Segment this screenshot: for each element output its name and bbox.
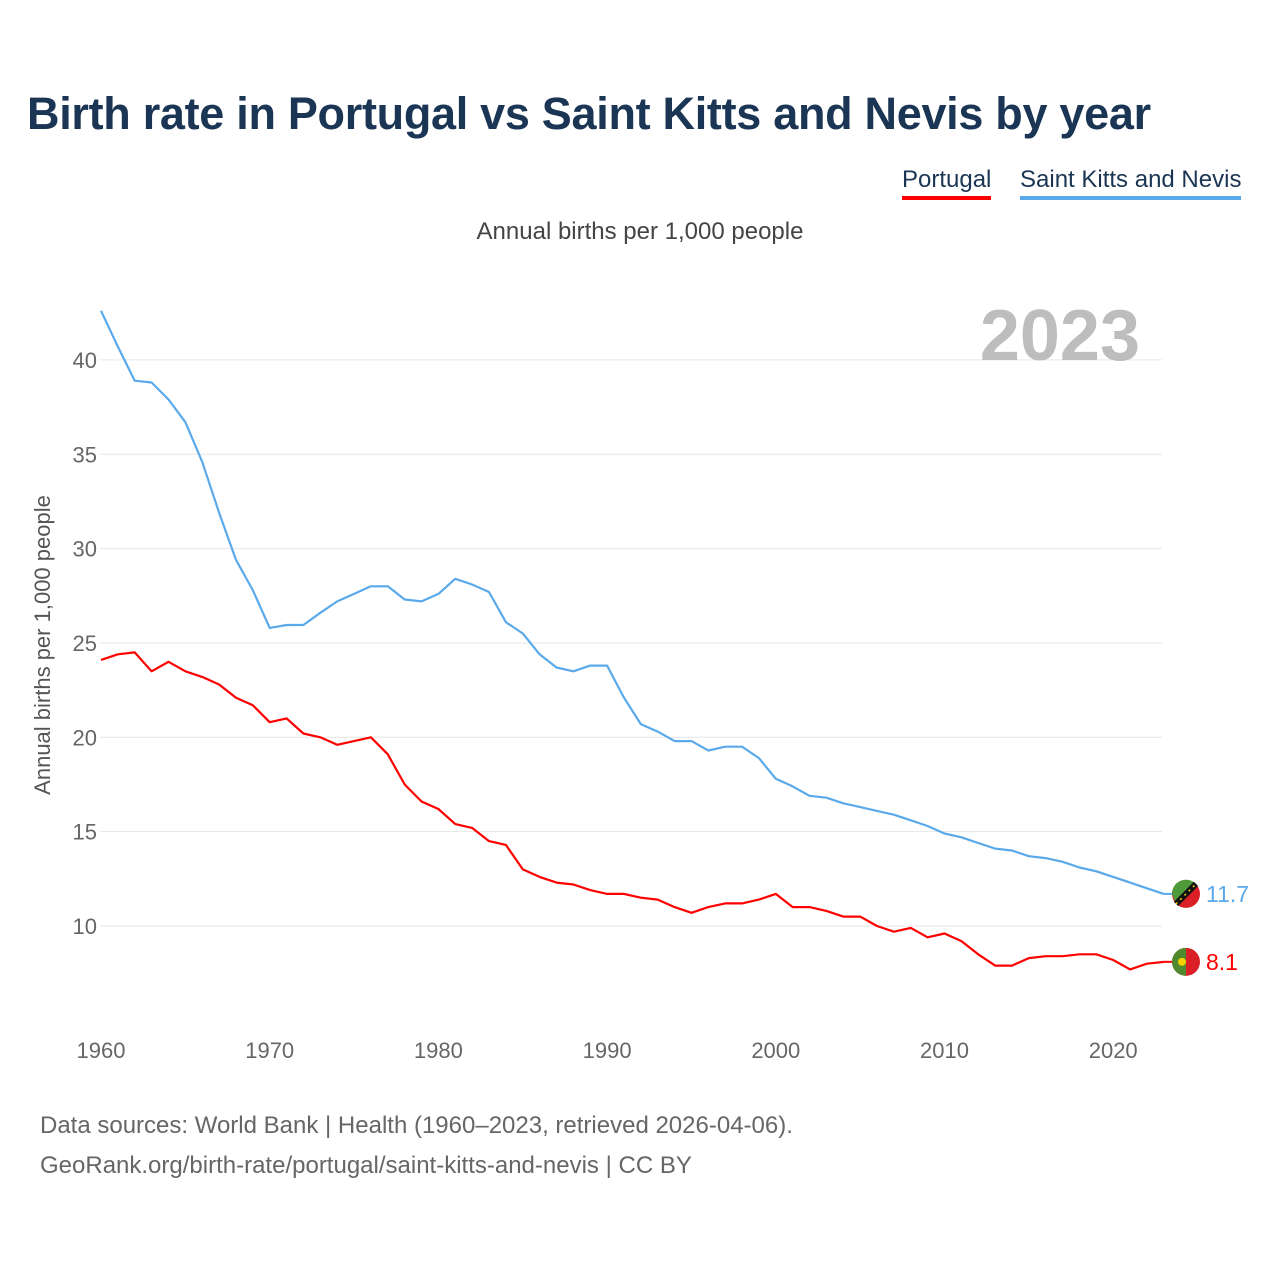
legend-item-portugal[interactable]: Portugal: [902, 166, 992, 200]
y-tick-label: 40: [73, 348, 97, 373]
x-tick-label: 1960: [77, 1038, 126, 1063]
y-tick-label: 20: [73, 725, 97, 750]
year-watermark: 2023: [980, 296, 1140, 376]
series-line-portugal: [100, 651, 1164, 971]
series-line-saint-kitts-and-nevis: [100, 310, 1165, 895]
end-value-label-saint-kitts-and-nevis: 11.7: [1206, 881, 1249, 907]
x-tick-label: 1980: [414, 1038, 463, 1063]
y-tick-label: 30: [73, 537, 97, 562]
chart-title: Birth rate in Portugal vs Saint Kitts an…: [27, 88, 1151, 139]
x-tick-label: 2020: [1089, 1038, 1138, 1063]
y-tick-label: 35: [73, 442, 97, 467]
legend-item-saint-kitts-and-nevis[interactable]: Saint Kitts and Nevis: [1020, 166, 1242, 200]
flag-icon-portugal: [1172, 947, 1200, 976]
flag-icon-saint-kitts-and-nevis: [1171, 879, 1200, 908]
chart-subtitle: Annual births per 1,000 people: [476, 218, 804, 245]
y-tick-label: 15: [73, 820, 97, 845]
y-axis-label: Annual births per 1,000 people: [30, 495, 55, 795]
x-tick-label: 2000: [751, 1038, 800, 1063]
footer: Data sources: World Bank | Health (1960–…: [40, 1106, 793, 1186]
footer-sources: Data sources: World Bank | Health (1960–…: [40, 1112, 793, 1139]
end-value-label-portugal: 8.1: [1206, 949, 1238, 975]
x-tick-label: 1970: [245, 1038, 294, 1063]
y-tick-label: 25: [73, 631, 97, 656]
y-tick-label: 10: [73, 914, 97, 939]
footer-link[interactable]: GeoRank.org/birth-rate/portugal/saint-ki…: [40, 1152, 692, 1179]
x-tick-label: 1990: [583, 1038, 632, 1063]
x-tick-label: 2010: [920, 1038, 969, 1063]
